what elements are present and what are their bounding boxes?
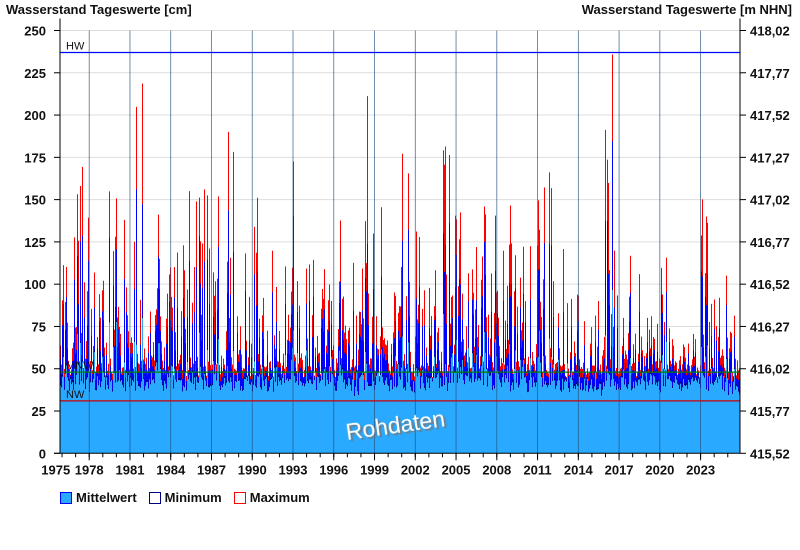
y-tick-label: 150 <box>24 193 46 208</box>
y-tick-label: 50 <box>32 362 46 377</box>
y2-tick-label: 415,52 <box>750 446 790 461</box>
y-tick-label: 225 <box>24 66 46 81</box>
x-tick-label: 1978 <box>75 462 104 477</box>
x-tick-label: 1990 <box>238 462 267 477</box>
x-tick-label: 2017 <box>605 462 634 477</box>
x-tick-label: 2005 <box>442 462 471 477</box>
y-tick-label: 0 <box>39 446 46 461</box>
x-tick-label: 2011 <box>523 462 551 477</box>
y-tick-label: 175 <box>24 150 46 165</box>
mean-swatch <box>60 491 72 504</box>
x-tick-label: 2008 <box>482 462 511 477</box>
y2-tick-label: 417,02 <box>750 193 790 208</box>
y2-tick-label: 416,27 <box>750 319 790 334</box>
legend-label: Minimum <box>164 490 222 505</box>
x-tick-label: 2020 <box>645 462 674 477</box>
y2-tick-label: 415,77 <box>750 404 790 419</box>
legend: Mittelwert Minimum Maximum <box>60 490 310 505</box>
legend-item-min[interactable]: Minimum <box>148 490 222 505</box>
x-tick-label: 1975 <box>41 462 70 477</box>
min-swatch <box>148 491 161 504</box>
y-tick-label: 75 <box>32 319 46 334</box>
y2-tick-label: 417,77 <box>750 66 790 81</box>
y-tick-label: 125 <box>24 235 46 250</box>
legend-label: Maximum <box>249 490 310 505</box>
y2-tick-label: 418,02 <box>750 24 790 39</box>
x-tick-label: 1987 <box>197 462 226 477</box>
y2-tick-label: 416,02 <box>750 362 790 377</box>
y-tick-label: 200 <box>24 108 46 123</box>
reference-label-hw: HW <box>66 40 85 52</box>
legend-item-mean[interactable]: Mittelwert <box>60 490 137 505</box>
y-tick-label: 25 <box>32 404 46 419</box>
y-tick-label: 100 <box>24 277 46 292</box>
x-tick-label: 1999 <box>360 462 389 477</box>
reference-label-mnw: MNW <box>66 360 94 372</box>
x-tick-label: 1996 <box>319 462 348 477</box>
x-tick-label: 2014 <box>564 462 594 477</box>
y2-tick-label: 416,52 <box>750 277 790 292</box>
legend-label: Mittelwert <box>76 490 137 505</box>
y2-tick-label: 417,52 <box>750 108 790 123</box>
x-tick-label: 1993 <box>279 462 308 477</box>
reference-label-nw: NW <box>66 389 85 401</box>
x-tick-label: 2023 <box>686 462 715 477</box>
x-tick-label: 1984 <box>156 462 186 477</box>
y2-tick-label: 416,77 <box>750 235 790 250</box>
x-tick-label: 1981 <box>116 462 145 477</box>
left-axis-title: Wasserstand Tageswerte [cm] <box>6 2 192 17</box>
y2-tick-label: 417,27 <box>750 150 790 165</box>
y-tick-label: 250 <box>24 24 46 39</box>
max-swatch <box>233 491 246 504</box>
legend-item-max[interactable]: Maximum <box>233 490 310 505</box>
x-tick-label: 2002 <box>401 462 430 477</box>
right-axis-title: Wasserstand Tageswerte [m NHN] <box>581 2 792 17</box>
